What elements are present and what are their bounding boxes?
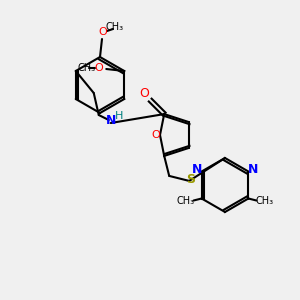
Text: H: H [115,111,123,121]
Text: N: N [106,113,116,127]
Text: N: N [191,163,202,176]
Text: O: O [99,27,107,37]
Text: O: O [152,130,160,140]
Text: O: O [139,87,149,100]
Text: O: O [95,63,103,73]
Text: N: N [248,163,259,176]
Text: S: S [186,173,195,186]
Text: CH₃: CH₃ [77,63,95,73]
Text: CH₃: CH₃ [177,196,195,206]
Text: CH₃: CH₃ [255,196,273,206]
Text: CH₃: CH₃ [106,22,124,32]
